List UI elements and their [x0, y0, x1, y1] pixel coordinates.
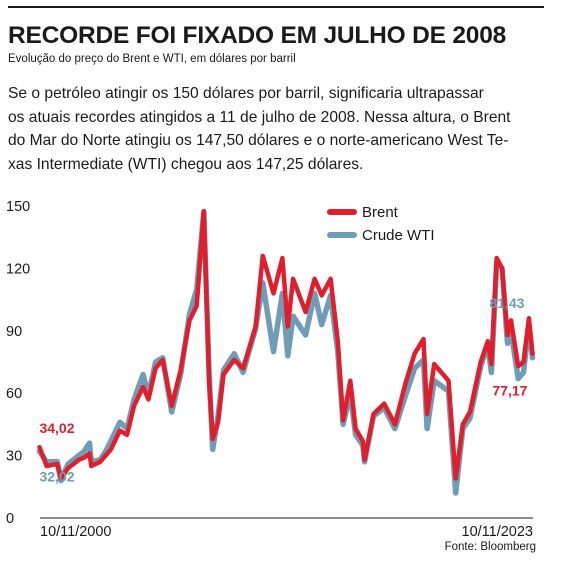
- x-tick-label: 10/11/2023: [462, 524, 534, 538]
- y-tick-label: 0: [6, 511, 14, 527]
- data-label: 34,02: [39, 420, 74, 436]
- y-tick-label: 150: [6, 199, 30, 215]
- x-tick-label: 10/11/2000: [40, 524, 112, 538]
- legend-label: Brent: [362, 204, 399, 221]
- wti-series-line: [36, 208, 536, 496]
- legend-label: Crude WTI: [362, 227, 435, 244]
- brent-series-line: [37, 208, 535, 481]
- body-line: xas Intermediate (WTI) chegou aos 147,25…: [8, 155, 364, 173]
- body-line: os atuais recordes atingidos a 11 de jul…: [8, 108, 511, 126]
- data-label: 77,17: [492, 383, 527, 399]
- body-paragraph: Se o petróleo atingir os 150 dólares por…: [8, 82, 560, 176]
- chart-title: RECORDE FOI FIXADO EM JULHO DE 2008: [8, 22, 507, 49]
- chart-subtitle: Evolução do preço do Brent e WTI, em dól…: [8, 53, 296, 65]
- source-note: Fonte: Bloomberg: [444, 541, 536, 553]
- body-line: do Mar do Norte atingiu os 147,50 dólare…: [8, 132, 509, 150]
- y-tick-label: 120: [6, 261, 30, 277]
- price-chart: 0 30 60 90 120 150 10/11/2000 10/11/2023 Brent Cr…: [6, 199, 536, 538]
- body-line: Se o petróleo atingir os 150 dólares por…: [8, 85, 484, 102]
- data-label: 32,02: [39, 468, 74, 484]
- y-tick-label: 60: [6, 386, 22, 402]
- data-label: 81,43: [489, 295, 524, 311]
- top-rule: [8, 6, 544, 8]
- y-tick-label: 90: [6, 324, 22, 340]
- y-tick-label: 30: [6, 449, 22, 465]
